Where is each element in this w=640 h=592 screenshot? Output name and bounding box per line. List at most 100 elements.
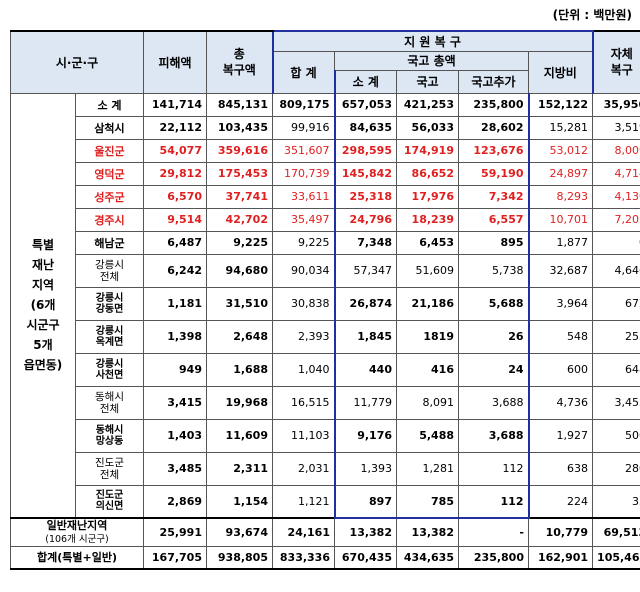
- cell-subtotal: 7,348: [333, 230, 397, 255]
- row-name: 강릉시 강동면: [75, 286, 144, 321]
- cell-total: 2,311: [206, 451, 273, 486]
- cell-local: 224: [527, 484, 594, 519]
- cell-extra: 28,602: [458, 115, 530, 140]
- cell-damage: 54,077: [143, 138, 207, 163]
- cell-extra: 59,190: [458, 161, 530, 186]
- cell-subtotal: 440: [333, 352, 397, 387]
- cell-self: 8,009: [592, 138, 640, 163]
- header-damage: 피해액: [143, 30, 207, 94]
- cell-sum: 35,497: [272, 207, 335, 232]
- cell-subtotal: 145,842: [333, 161, 397, 186]
- cell-self: 672: [592, 286, 640, 321]
- cell-local: 53,012: [527, 138, 594, 163]
- cell-subtotal: 657,053: [333, 92, 397, 117]
- cell-national: 1819: [396, 319, 459, 354]
- cell-total: 938,805: [206, 546, 273, 570]
- cell-self: 105,469: [592, 546, 640, 570]
- cell-total: 359,616: [206, 138, 273, 163]
- cell-subtotal: 11,779: [333, 385, 397, 420]
- cell-total: 42,702: [206, 207, 273, 232]
- cell-self: 7,205: [592, 207, 640, 232]
- row-name: 울진군: [75, 138, 144, 163]
- cell-sum: 99,916: [272, 115, 335, 140]
- cell-sum: 809,175: [272, 92, 335, 117]
- cell-national: 416: [396, 352, 459, 387]
- cell-self: 35,956: [592, 92, 640, 117]
- row-name: 강릉시 옥계면: [75, 319, 144, 354]
- cell-total: 1,154: [206, 484, 273, 519]
- cell-subtotal: 670,435: [334, 546, 397, 570]
- cell-damage: 949: [143, 352, 207, 387]
- row-name: 소 계: [75, 92, 144, 117]
- cell-national: 13,382: [396, 517, 459, 547]
- header-national-total: 국고 총액: [334, 50, 529, 71]
- cell-damage: 167,705: [143, 546, 207, 570]
- cell-national: 421,253: [396, 92, 459, 117]
- cell-damage: 141,714: [143, 92, 207, 117]
- cell-sum: 16,515: [272, 385, 335, 420]
- cell-subtotal: 57,347: [333, 253, 397, 288]
- header-subtotal: 소 계: [333, 69, 397, 94]
- cell-self: 69,513: [592, 517, 640, 547]
- cell-sum: 90,034: [272, 253, 335, 288]
- cell-extra: 7,342: [458, 184, 530, 209]
- grand-total-label: 합계(특별+일반): [10, 546, 144, 570]
- cell-total: 37,741: [206, 184, 273, 209]
- cell-sum: 170,739: [272, 161, 335, 186]
- cell-extra: -: [458, 517, 529, 547]
- cell-sum: 1,040: [272, 352, 335, 387]
- cell-total: 1,688: [206, 352, 273, 387]
- cell-sum: 833,336: [272, 546, 335, 570]
- cell-national: 5,488: [396, 418, 459, 453]
- cell-subtotal: 26,874: [333, 286, 397, 321]
- cell-subtotal: 1,393: [333, 451, 397, 486]
- recovery-table: 시·군·구 피해액 총 복구액 지 원 복 구 자체 복구 합 계 국고 총액 지방…: [10, 30, 640, 570]
- cell-sum: 11,103: [272, 418, 335, 453]
- cell-total: 845,131: [206, 92, 273, 117]
- cell-sum: 2,393: [272, 319, 335, 354]
- row-name: 동해시 망상동: [75, 418, 144, 453]
- row-name: 해남군: [75, 230, 144, 255]
- cell-local: 15,281: [527, 115, 594, 140]
- cell-damage: 29,812: [143, 161, 207, 186]
- cell-national: 785: [396, 484, 459, 519]
- cell-local: 10,779: [527, 517, 594, 547]
- cell-self: 4,646: [592, 253, 640, 288]
- cell-local: 600: [527, 352, 594, 387]
- cell-extra: 112: [458, 484, 530, 519]
- cell-total: 31,510: [206, 286, 273, 321]
- header-self: 자체 복구: [592, 30, 640, 94]
- cell-self: 0: [592, 230, 640, 255]
- cell-self: 280: [592, 451, 640, 486]
- cell-subtotal: 84,635: [333, 115, 397, 140]
- unit-label: (단위 : 백만원): [552, 8, 632, 22]
- cell-sum: 30,838: [272, 286, 335, 321]
- cell-damage: 22,112: [143, 115, 207, 140]
- cell-extra: 5,738: [458, 253, 530, 288]
- cell-damage: 6,570: [143, 184, 207, 209]
- cell-subtotal: 25,318: [333, 184, 397, 209]
- cell-national: 18,239: [396, 207, 459, 232]
- cell-sum: 24,161: [272, 517, 335, 547]
- cell-sum: 33,611: [272, 184, 335, 209]
- cell-national: 17,976: [396, 184, 459, 209]
- cell-subtotal: 1,845: [333, 319, 397, 354]
- row-name: 영덕군: [75, 161, 144, 186]
- cell-self: 3,519: [592, 115, 640, 140]
- row-name: 동해시 전체: [75, 385, 144, 420]
- row-name: 진도군 전체: [75, 451, 144, 486]
- cell-damage: 1,398: [143, 319, 207, 354]
- cell-total: 175,453: [206, 161, 273, 186]
- cell-subtotal: 897: [333, 484, 397, 519]
- cell-local: 8,293: [527, 184, 594, 209]
- cell-national: 21,186: [396, 286, 459, 321]
- row-name: 경주시: [75, 207, 144, 232]
- cell-national: 174,919: [396, 138, 459, 163]
- cell-self: 3,453: [592, 385, 640, 420]
- cell-self: 33: [592, 484, 640, 519]
- cell-damage: 25,991: [143, 517, 207, 547]
- cell-national: 56,033: [396, 115, 459, 140]
- cell-national: 51,609: [396, 253, 459, 288]
- cell-self: 648: [592, 352, 640, 387]
- cell-local: 24,897: [527, 161, 594, 186]
